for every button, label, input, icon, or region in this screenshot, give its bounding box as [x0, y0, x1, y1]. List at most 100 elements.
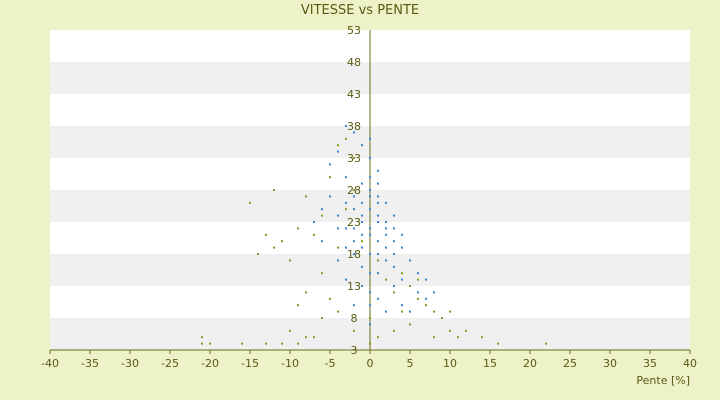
data-point [385, 221, 387, 223]
data-point [425, 297, 427, 300]
data-point [449, 329, 451, 332]
data-point [409, 259, 411, 262]
x-tick-label: -5 [325, 357, 336, 370]
data-point [369, 189, 371, 191]
data-point [345, 227, 347, 230]
x-tick-label: 40 [683, 357, 697, 370]
data-point [209, 342, 211, 345]
data-point [377, 240, 379, 243]
x-tick-label: 25 [563, 357, 577, 370]
x-tick-labels: -40 -35 -30 -25 -20 -15 -10 -5 0 5 10 15 20 25 30 35 40 [41, 350, 697, 370]
y-tick-label: 28 [347, 184, 361, 197]
data-point [393, 329, 395, 332]
x-tick-label: 10 [443, 357, 457, 370]
data-point [401, 310, 403, 313]
x-tick-label: -30 [121, 357, 139, 370]
data-point [329, 176, 331, 179]
data-point [369, 195, 371, 198]
data-point [393, 291, 395, 294]
x-tick-label: -20 [201, 357, 219, 370]
data-point [369, 323, 371, 326]
data-point [401, 233, 403, 236]
data-point [369, 317, 371, 319]
x-tick-label: 35 [643, 357, 657, 370]
data-point [393, 265, 395, 268]
data-point [393, 253, 395, 255]
data-point [401, 278, 403, 281]
data-point [465, 329, 467, 332]
data-point [241, 342, 243, 345]
data-point [353, 240, 355, 243]
x-tick-label: 5 [407, 357, 414, 370]
data-point [337, 259, 339, 262]
chart-title: VITESSE vs PENTE [300, 3, 420, 18]
y-tick-label: 43 [347, 88, 361, 101]
data-point [361, 285, 363, 287]
y-tick-label: 13 [347, 280, 361, 293]
data-point [385, 278, 387, 281]
x-tick-label: 0 [367, 357, 374, 370]
data-point [377, 169, 379, 172]
data-point [337, 227, 339, 230]
x-tick-label: -25 [161, 357, 179, 370]
data-point [305, 291, 307, 294]
data-point [401, 246, 403, 249]
data-point [281, 240, 283, 243]
data-point [353, 157, 355, 159]
data-point [329, 195, 331, 198]
data-point [313, 336, 315, 339]
y-tick-label: 48 [347, 56, 361, 69]
y-tick-label: 23 [347, 216, 361, 229]
data-point [393, 285, 395, 287]
data-point [377, 259, 379, 262]
data-point [377, 221, 379, 223]
data-point [441, 317, 443, 319]
x-tick-label: -40 [41, 357, 59, 370]
data-point [385, 246, 387, 249]
data-point [361, 201, 363, 204]
data-point [433, 291, 435, 294]
data-point [345, 137, 347, 140]
data-point [321, 317, 323, 319]
data-point [369, 253, 371, 255]
data-point [297, 227, 299, 230]
data-point [369, 304, 371, 307]
data-point [321, 214, 323, 217]
data-point [361, 182, 363, 185]
data-point [385, 310, 387, 313]
data-point [369, 137, 371, 140]
data-point [337, 150, 339, 153]
data-point [257, 253, 259, 255]
data-point [361, 221, 363, 223]
data-point [385, 201, 387, 204]
data-point [265, 233, 267, 236]
data-point [273, 246, 275, 249]
data-point [377, 297, 379, 300]
data-point [417, 291, 419, 294]
data-point [353, 227, 355, 230]
x-axis-title: Pente [%] [636, 374, 690, 387]
data-point [417, 297, 419, 300]
data-point [337, 310, 339, 313]
data-point [201, 336, 203, 339]
data-point [377, 201, 379, 204]
data-point [385, 233, 387, 236]
data-point [273, 189, 275, 191]
data-point [297, 304, 299, 307]
x-tick-label: -15 [241, 357, 259, 370]
data-point [377, 214, 379, 217]
x-tick-label: 20 [523, 357, 537, 370]
data-point [409, 323, 411, 326]
y-tick-label: 8 [351, 312, 358, 325]
data-point [289, 329, 291, 332]
data-point [409, 285, 411, 287]
y-tick-label: 33 [347, 152, 361, 165]
data-point [361, 240, 363, 243]
data-point [369, 176, 371, 179]
data-point [449, 310, 451, 313]
data-point [377, 336, 379, 339]
data-point [497, 342, 499, 345]
data-point [369, 233, 371, 236]
data-point [353, 195, 355, 198]
